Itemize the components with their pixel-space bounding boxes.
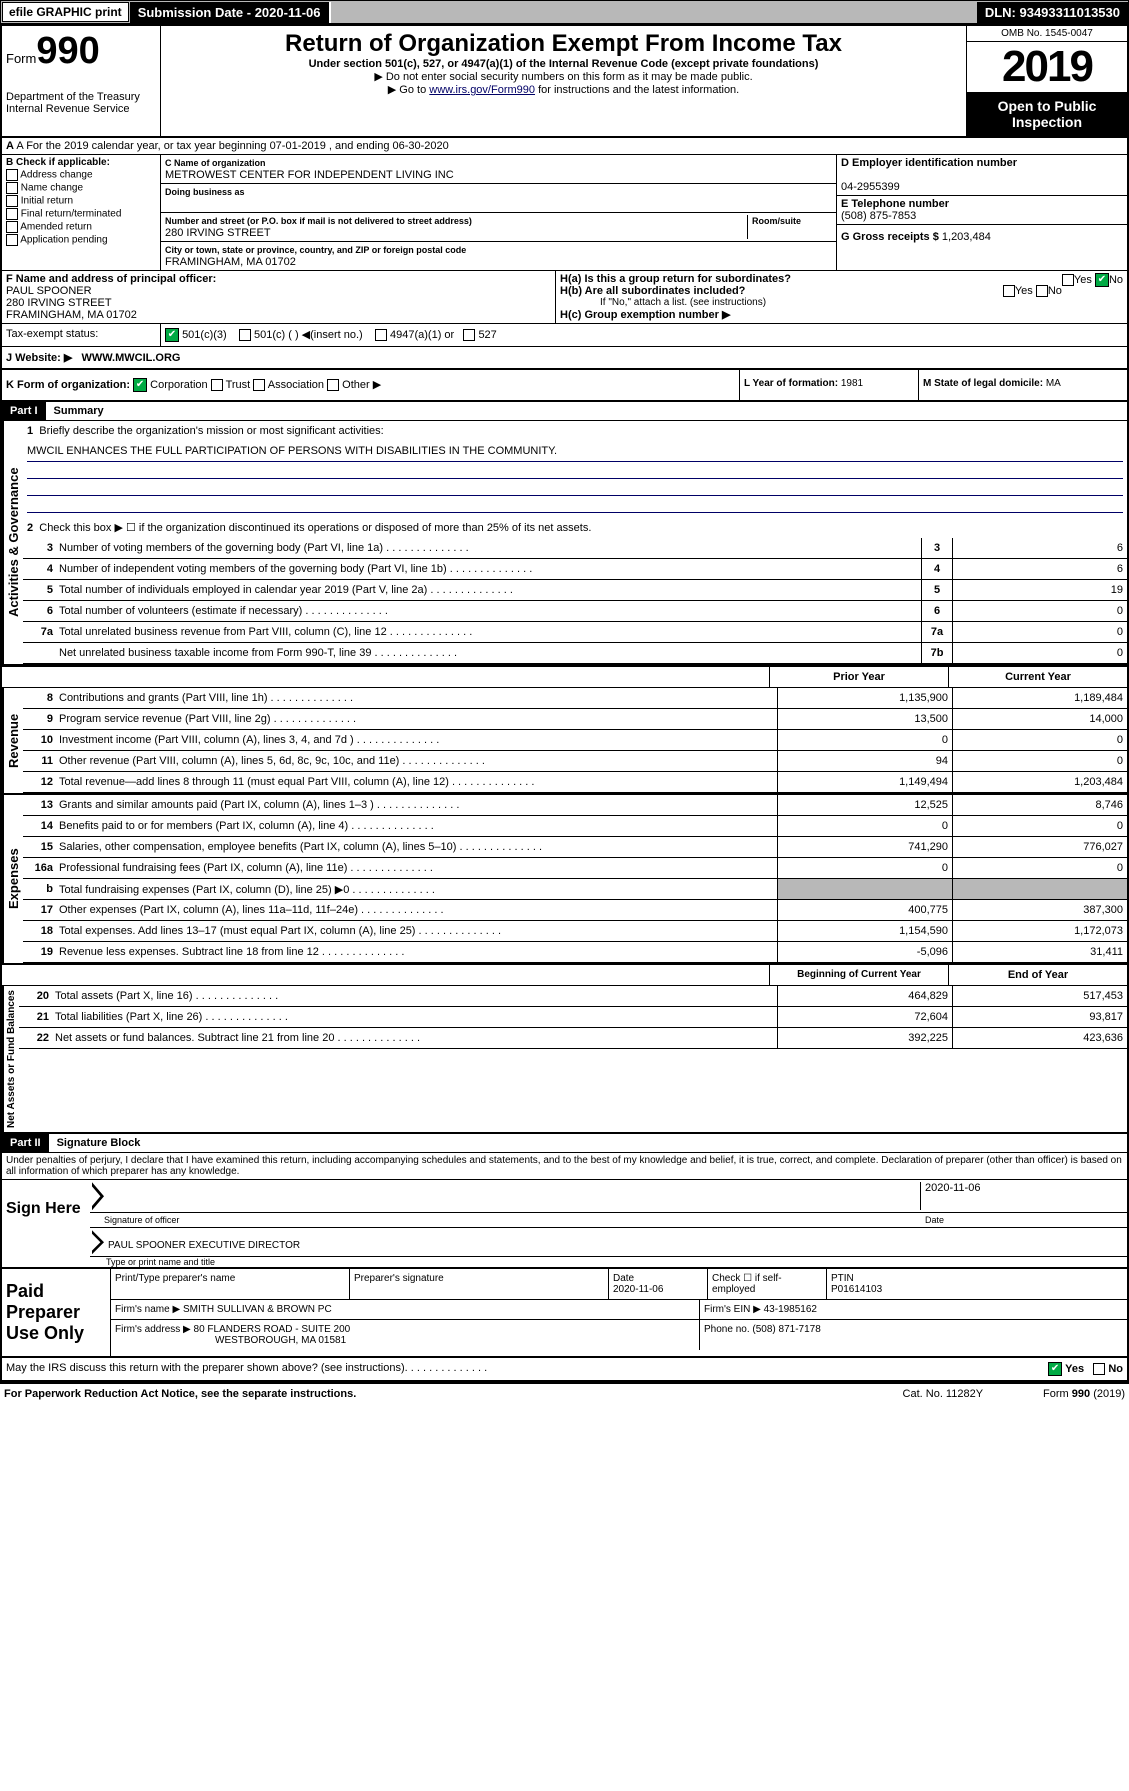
submission-date: Submission Date - 2020-11-06 bbox=[130, 2, 331, 23]
side-netassets: Net Assets or Fund Balances bbox=[2, 986, 19, 1132]
dept-treasury: Department of the TreasuryInternal Reven… bbox=[6, 91, 156, 115]
form-title: Return of Organization Exempt From Incom… bbox=[165, 30, 962, 58]
perjury-text: Under penalties of perjury, I declare th… bbox=[2, 1153, 1127, 1180]
dln: DLN: 93493311013530 bbox=[977, 2, 1128, 23]
note-link: ▶ Go to www.irs.gov/Form990 for instruct… bbox=[165, 83, 962, 96]
section-defg: D Employer identification number04-29553… bbox=[837, 155, 1127, 270]
part2-title: Signature Block bbox=[49, 1134, 1127, 1152]
open-public: Open to Public Inspection bbox=[967, 92, 1127, 136]
section-f: F Name and address of principal officer:… bbox=[2, 271, 556, 323]
part1-header: Part I bbox=[2, 402, 46, 420]
form-number: Form990 bbox=[6, 30, 156, 73]
col-end: End of Year bbox=[948, 965, 1127, 985]
section-h: H(a) Is this a group return for subordin… bbox=[556, 271, 1127, 323]
paid-preparer: Paid Preparer Use Only bbox=[2, 1269, 110, 1356]
col-prior: Prior Year bbox=[769, 667, 948, 687]
section-l: L Year of formation: 1981 bbox=[739, 370, 918, 400]
pra-notice: For Paperwork Reduction Act Notice, see … bbox=[4, 1388, 356, 1400]
tax-exempt-label: Tax-exempt status: bbox=[2, 324, 161, 346]
section-j: J Website: ▶ WWW.MWCIL.ORG bbox=[2, 347, 1127, 370]
arrow-icon bbox=[92, 1182, 104, 1210]
cat-no: Cat. No. 11282Y bbox=[903, 1388, 984, 1400]
section-a: A A For the 2019 calendar year, or tax y… bbox=[2, 138, 1127, 155]
mission-text: MWCIL ENHANCES THE FULL PARTICIPATION OF… bbox=[27, 445, 1123, 462]
arrow-icon bbox=[92, 1230, 104, 1254]
tax-status: ✔ 501(c)(3) 501(c) ( ) ◀(insert no.) 494… bbox=[161, 324, 1127, 346]
note-ssn: ▶ Do not enter social security numbers o… bbox=[165, 70, 962, 83]
side-governance: Activities & Governance bbox=[2, 421, 23, 664]
col-current: Current Year bbox=[948, 667, 1127, 687]
side-expenses: Expenses bbox=[2, 795, 23, 963]
section-m: M State of legal domicile: MA bbox=[918, 370, 1127, 400]
efile-button[interactable]: efile GRAPHIC print bbox=[2, 2, 129, 22]
tax-year: 2019 bbox=[967, 42, 1127, 92]
form-footer: Form 990 (2019) bbox=[1043, 1388, 1125, 1400]
section-k: K Form of organization: ✔ Corporation Tr… bbox=[2, 370, 739, 400]
section-b: B Check if applicable: Address change Na… bbox=[2, 155, 161, 270]
col-begin: Beginning of Current Year bbox=[769, 965, 948, 985]
top-bar: efile GRAPHIC print Submission Date - 20… bbox=[0, 0, 1129, 24]
part1-title: Summary bbox=[46, 402, 1127, 420]
form-subtitle: Under section 501(c), 527, or 4947(a)(1)… bbox=[165, 58, 962, 70]
irs-link[interactable]: www.irs.gov/Form990 bbox=[429, 84, 535, 96]
discuss-row: May the IRS discuss this return with the… bbox=[2, 1358, 1127, 1382]
side-revenue: Revenue bbox=[2, 688, 23, 793]
part2-header: Part II bbox=[2, 1134, 49, 1152]
sign-here: Sign Here bbox=[2, 1180, 90, 1267]
section-c: C Name of organizationMETROWEST CENTER F… bbox=[161, 155, 837, 270]
omb-number: OMB No. 1545-0047 bbox=[967, 26, 1127, 42]
